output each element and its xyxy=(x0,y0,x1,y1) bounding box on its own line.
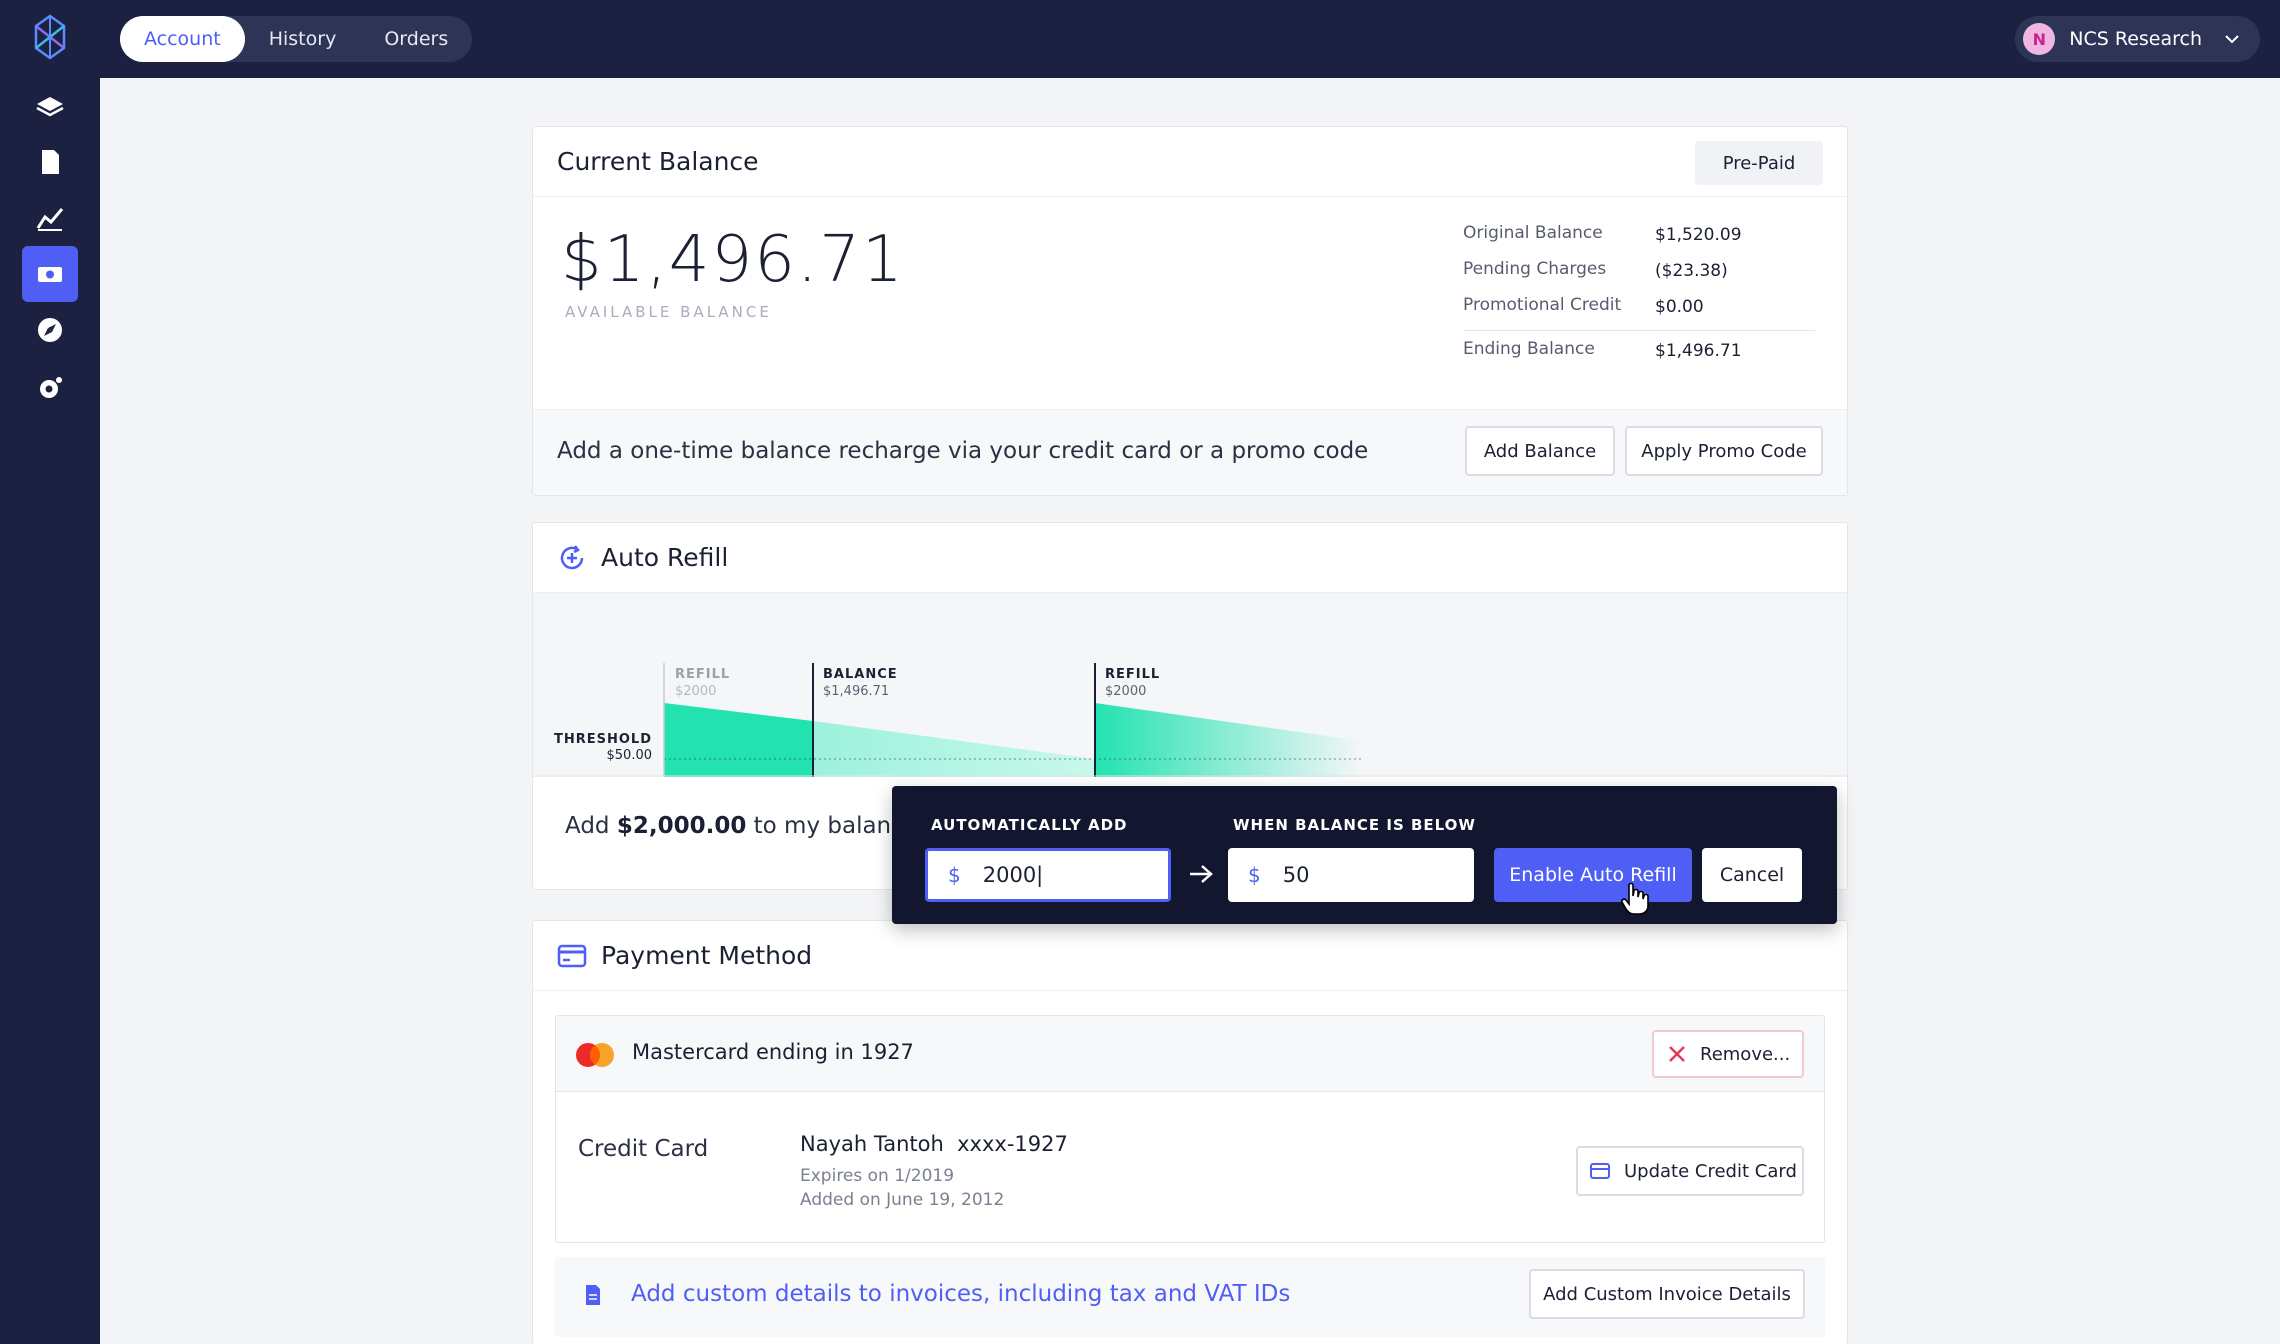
document-icon xyxy=(586,1285,600,1305)
card-title: Current Balance xyxy=(533,127,1847,197)
refill-area-1 xyxy=(664,703,813,777)
rocket-icon xyxy=(38,318,62,342)
remove-card-button[interactable]: Remove... xyxy=(1652,1030,1804,1078)
invoice-details-bar: Add custom details to invoices, includin… xyxy=(555,1257,1825,1337)
sidebar-item-settings[interactable] xyxy=(22,360,78,416)
available-balance-label: AVAILABLE BALANCE xyxy=(565,303,772,321)
refill-chart: REFILL $2000 BALANCE $1,496.71 REFILL $2… xyxy=(533,593,1847,777)
auto-refill-popup: AUTOMATICALLY ADD WHEN BALANCE IS BELOW … xyxy=(892,786,1837,924)
document-icon xyxy=(42,150,59,174)
currency-symbol: $ xyxy=(1248,863,1261,887)
threshold-value: $50.00 xyxy=(607,748,653,763)
mastercard-icon xyxy=(576,1043,614,1067)
refill-right-value: $2000 xyxy=(1105,684,1146,699)
summary-label: Promotional Credit xyxy=(1463,295,1622,315)
payment-method-title: Payment Method xyxy=(601,941,813,970)
card-title: Payment Method xyxy=(533,921,1847,991)
balance-label: BALANCE xyxy=(823,667,898,682)
card-title-text: Mastercard ending in 1927 xyxy=(632,1040,914,1064)
refill-area-2 xyxy=(813,721,1095,777)
sidebar-item-billing[interactable] xyxy=(22,246,78,302)
refresh-dollar-icon xyxy=(560,544,584,569)
payment-type-label: Credit Card xyxy=(578,1136,709,1162)
sidebar-item-launch[interactable] xyxy=(22,302,78,358)
hand-cursor-icon xyxy=(1621,882,1649,915)
chevron-down-icon xyxy=(2225,35,2239,44)
tab-account[interactable]: Account xyxy=(120,16,245,62)
add-custom-invoice-details-button[interactable]: Add Custom Invoice Details xyxy=(1529,1269,1805,1319)
tab-history[interactable]: History xyxy=(268,28,337,50)
close-icon xyxy=(1669,1046,1685,1062)
refill-chart-graphic: REFILL $2000 BALANCE $1,496.71 REFILL $2… xyxy=(533,663,1847,777)
refill-sentence-prefix: Add xyxy=(565,813,617,839)
cancel-button[interactable]: Cancel xyxy=(1702,848,1802,902)
refill-right-label: REFILL xyxy=(1105,667,1160,682)
top-header: Account History Orders N NCS Research xyxy=(100,0,2280,78)
recharge-text: Add a one-time balance recharge via your… xyxy=(557,438,1369,464)
credit-card-icon xyxy=(557,944,587,967)
when-balance-below-label: WHEN BALANCE IS BELOW xyxy=(1233,816,1476,834)
settings-icon xyxy=(40,377,62,398)
refill-amount-input[interactable]: $ 2000| xyxy=(925,848,1171,902)
refill-area-3 xyxy=(1095,703,1363,777)
refill-amount-value: 2000| xyxy=(982,863,1044,887)
apply-promo-code-button[interactable]: Apply Promo Code xyxy=(1625,426,1823,476)
summary-label: Ending Balance xyxy=(1463,339,1595,359)
remove-label: Remove... xyxy=(1700,1043,1791,1065)
threshold-input[interactable]: $ 50 xyxy=(1228,848,1474,902)
user-menu[interactable]: N NCS Research xyxy=(2015,16,2260,62)
sidebar-item-documents[interactable] xyxy=(22,134,78,190)
summary-value: $1,496.71 xyxy=(1655,341,1742,361)
sidebar xyxy=(0,0,100,1344)
refill-left-label: REFILL xyxy=(675,667,730,682)
threshold-value: 50 xyxy=(1282,863,1310,887)
main-tabs: Account History Orders xyxy=(120,16,473,62)
tab-orders[interactable]: Orders xyxy=(384,28,449,50)
summary-value: $1,520.09 xyxy=(1655,225,1742,245)
sidebar-item-analytics[interactable] xyxy=(22,190,78,246)
card-summary-row: Mastercard ending in 1927 Remove... xyxy=(556,1016,1824,1092)
update-credit-card-button[interactable]: Update Credit Card xyxy=(1576,1146,1804,1196)
summary-label: Original Balance xyxy=(1463,223,1603,243)
payment-method-card: Payment Method Mastercard ending in 1927… xyxy=(532,920,1848,1344)
auto-refill-title: Auto Refill xyxy=(601,543,729,572)
refill-amount: $2,000.00 xyxy=(616,813,747,839)
user-name: NCS Research xyxy=(2069,28,2202,50)
recharge-bar: Add a one-time balance recharge via your… xyxy=(533,409,1847,495)
summary-value: ($23.38) xyxy=(1655,261,1728,281)
refill-sentence: Add $2,000.00 to my balance a xyxy=(565,813,939,839)
enable-auto-refill-button[interactable]: Enable Auto Refill xyxy=(1494,848,1692,902)
add-balance-button[interactable]: Add Balance xyxy=(1465,426,1615,476)
currency-symbol: $ xyxy=(948,863,961,887)
summary-divider xyxy=(1463,330,1815,331)
card-title: Auto Refill xyxy=(533,523,1847,593)
balance-value: $1,496.71 xyxy=(823,684,889,699)
card-added-date: Added on June 19, 2012 xyxy=(800,1190,1005,1210)
threshold-label: THRESHOLD xyxy=(554,732,652,747)
summary-label: Pending Charges xyxy=(1463,259,1607,279)
billing-icon xyxy=(38,267,62,282)
current-balance-card: Current Balance Pre-Paid $1,496.71 AVAIL… xyxy=(532,126,1848,496)
avatar: N xyxy=(2023,23,2056,55)
chart-icon xyxy=(36,208,64,231)
sidebar-item-layers[interactable] xyxy=(22,78,78,134)
summary-value: $0.00 xyxy=(1655,297,1704,317)
plan-badge: Pre-Paid xyxy=(1695,141,1823,185)
automatically-add-label: AUTOMATICALLY ADD xyxy=(931,816,1128,834)
available-balance-amount: $1,496.71 xyxy=(561,223,905,297)
balance-title: Current Balance xyxy=(557,147,759,176)
card-expiry: Expires on 1/2019 xyxy=(800,1166,955,1186)
refill-left-value: $2000 xyxy=(675,684,716,699)
card-details-box: Mastercard ending in 1927 Remove... Cred… xyxy=(555,1015,1825,1243)
credit-card-icon xyxy=(1590,1163,1610,1179)
layers-icon xyxy=(36,97,64,117)
card-holder: Nayah Tantoh xxxx-1927 xyxy=(800,1132,1068,1156)
arrow-right-icon xyxy=(1190,865,1213,883)
update-card-label: Update Credit Card xyxy=(1624,1160,1797,1182)
invoice-details-text[interactable]: Add custom details to invoices, includin… xyxy=(631,1281,1291,1307)
logo-icon[interactable] xyxy=(33,14,67,60)
